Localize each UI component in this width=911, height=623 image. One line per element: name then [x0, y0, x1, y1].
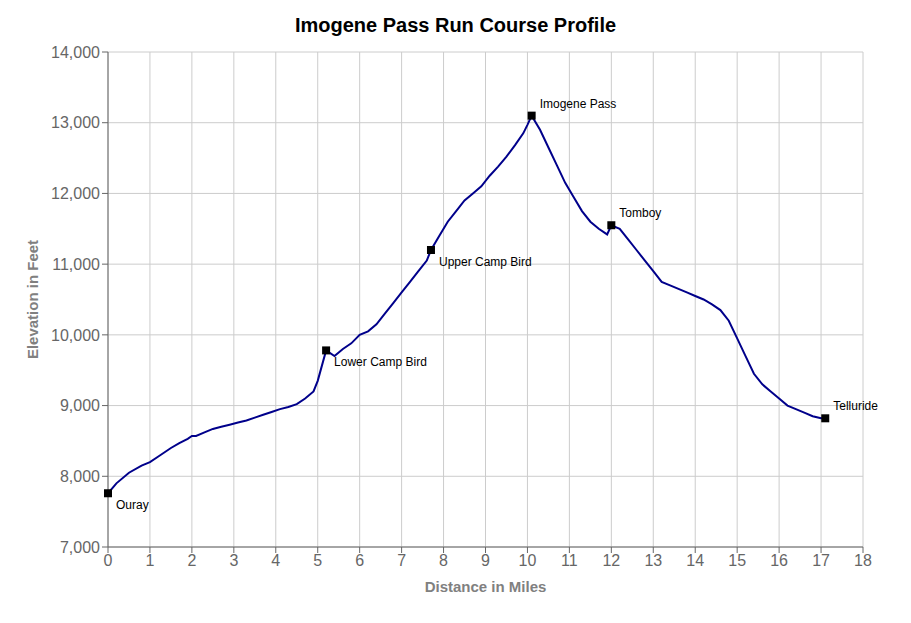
svg-text:8,000: 8,000 [60, 468, 100, 485]
svg-text:Telluride: Telluride [833, 399, 878, 413]
svg-text:12: 12 [602, 552, 620, 569]
svg-text:9: 9 [481, 552, 490, 569]
svg-text:Elevation in Feet: Elevation in Feet [24, 240, 41, 359]
svg-text:Distance in Miles: Distance in Miles [425, 578, 547, 595]
html-text:Imogene Pass Run Course Profil: Imogene Pass Run Course Profile [294, 14, 617, 36]
svg-text:17: 17 [812, 552, 830, 569]
svg-text:18: 18 [854, 552, 872, 569]
svg-text:11,000: 11,000 [52, 256, 100, 273]
svg-text:7,000: 7,000 [60, 539, 100, 556]
svg-text:15: 15 [728, 552, 746, 569]
svg-text:11: 11 [561, 552, 578, 569]
svg-text:16: 16 [770, 552, 788, 569]
svg-text:3: 3 [229, 552, 238, 569]
svg-text:14: 14 [686, 552, 704, 569]
svg-text:Tomboy: Tomboy [619, 206, 661, 220]
svg-text:Upper Camp Bird: Upper Camp Bird [439, 255, 532, 269]
svg-text:Ouray: Ouray [116, 498, 149, 512]
svg-text:4: 4 [271, 552, 280, 569]
svg-text:0: 0 [104, 552, 113, 569]
svg-text:13,000: 13,000 [51, 114, 100, 131]
svg-text:6: 6 [355, 552, 364, 569]
svg-text:8: 8 [439, 552, 448, 569]
svg-text:7: 7 [397, 552, 406, 569]
svg-text:9,000: 9,000 [60, 397, 100, 414]
svg-text:5: 5 [313, 552, 322, 569]
svg-text:10,000: 10,000 [51, 327, 100, 344]
svg-text:13: 13 [644, 552, 662, 569]
svg-text:1: 1 [145, 552, 154, 569]
svg-text:Imogene Pass: Imogene Pass [540, 97, 617, 111]
svg-text:12,000: 12,000 [51, 185, 100, 202]
svg-text:Lower Camp Bird: Lower Camp Bird [334, 355, 427, 369]
svg-text:2: 2 [187, 552, 196, 569]
svg-text:10: 10 [519, 552, 537, 569]
svg-text:14,000: 14,000 [51, 44, 100, 61]
